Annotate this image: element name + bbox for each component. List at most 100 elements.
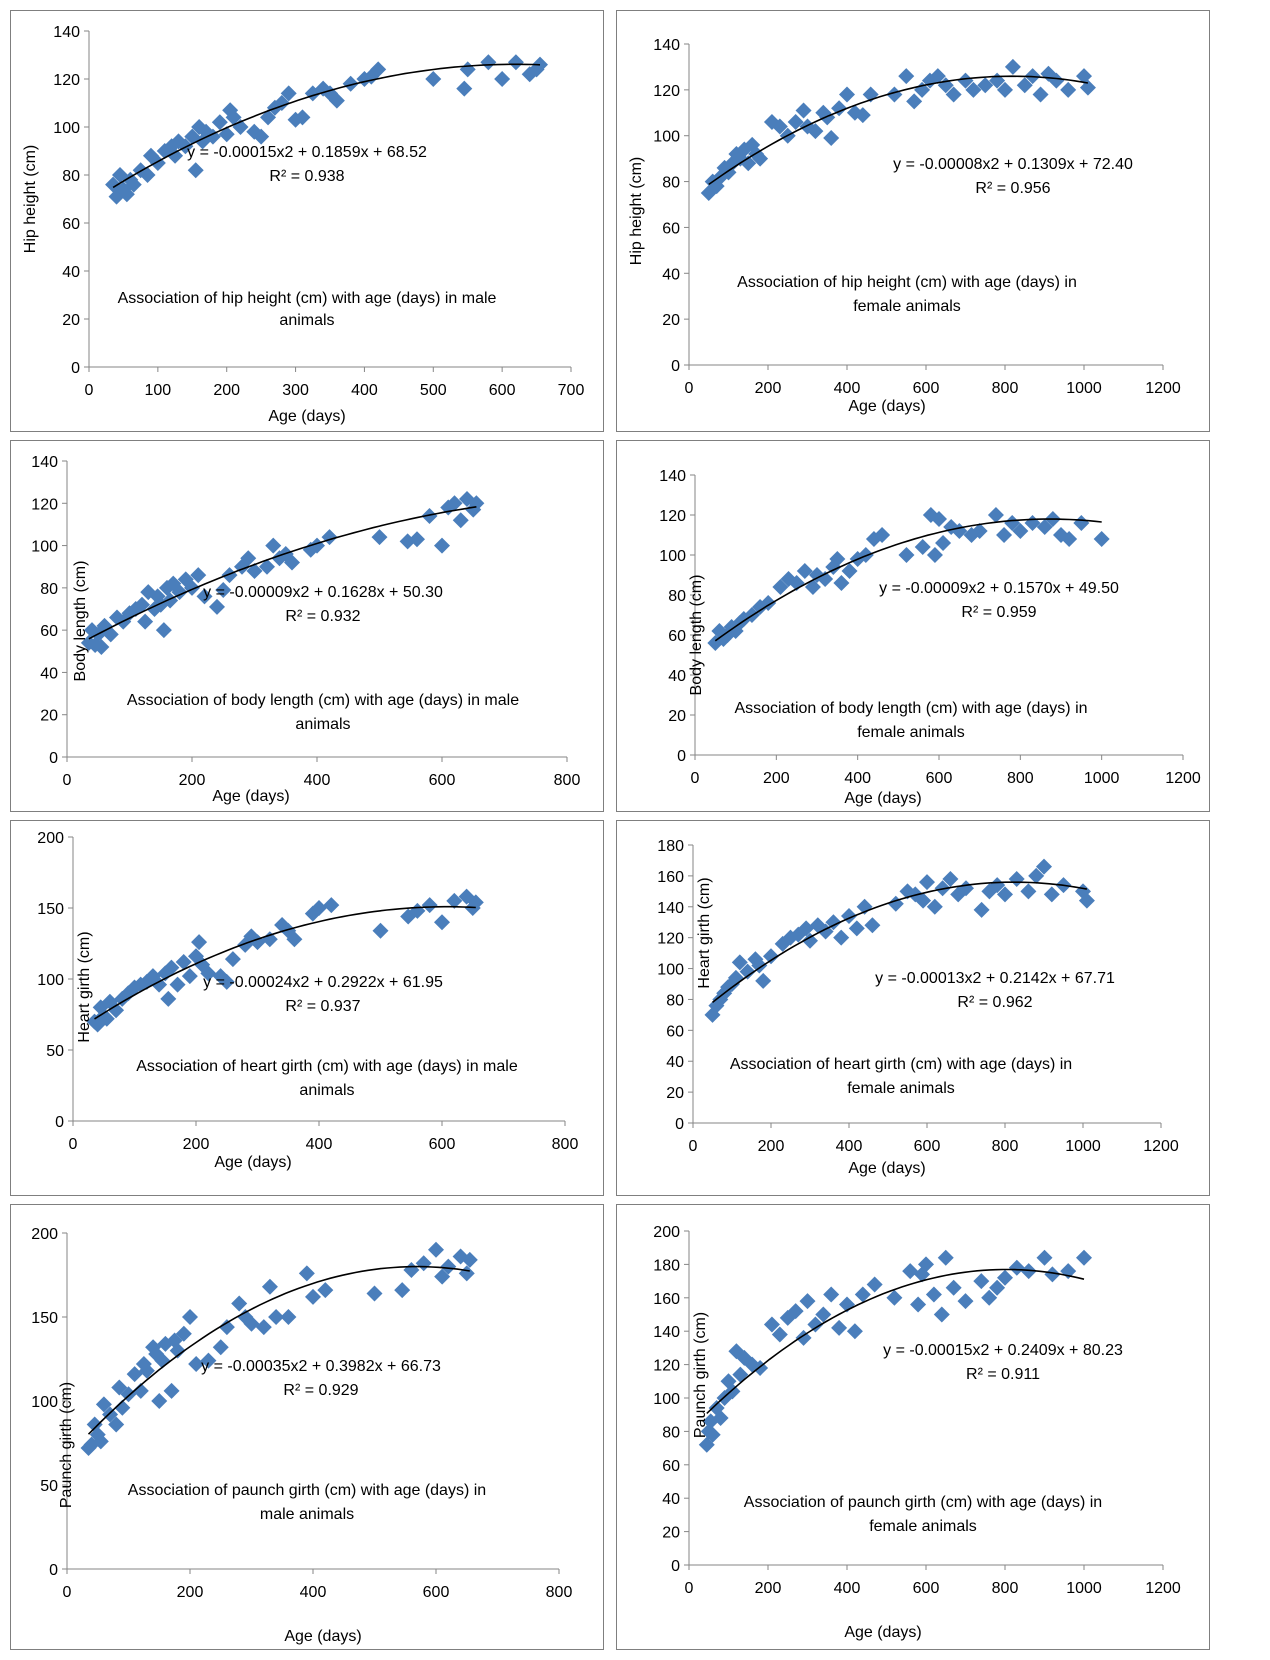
y-tick-label: 0 <box>71 360 80 377</box>
data-point <box>798 920 815 937</box>
data-point <box>458 1265 475 1282</box>
data-point <box>1076 1249 1092 1266</box>
x-tick-label: 400 <box>834 1580 861 1597</box>
y-tick-label: 140 <box>657 900 684 917</box>
y-tick-label: 160 <box>657 869 684 886</box>
x-tick-label: 600 <box>423 1584 450 1601</box>
y-tick-label: 120 <box>653 1358 680 1375</box>
chart-marks <box>80 491 485 656</box>
data-point <box>200 965 217 982</box>
y-tick-label: 100 <box>31 539 58 556</box>
y-ticks: 0 20 40 60 80 100 120 140 <box>31 454 67 767</box>
chart-title-line-2: female animals <box>847 1080 955 1097</box>
data-point <box>981 1289 998 1306</box>
data-point <box>215 581 232 598</box>
data-point <box>507 54 524 71</box>
chart-panel: 0 200 400 600 800 0 50 100 150 200 y = -0.00024x… <box>10 820 604 1196</box>
trendline <box>94 905 476 1020</box>
data-point <box>1060 81 1077 98</box>
data-point <box>831 1319 848 1336</box>
chart-title-line-1: Association of hip height (cm) with age … <box>118 290 497 307</box>
data-point <box>321 529 338 546</box>
data-point <box>795 102 812 119</box>
y-tick-label: 40 <box>40 665 58 682</box>
data-point <box>309 537 325 554</box>
data-point <box>191 934 208 951</box>
y-ticks: 0 20 40 60 80 100 120 140 <box>653 37 689 375</box>
data-point <box>111 1379 128 1396</box>
data-point <box>224 951 241 968</box>
data-point <box>728 1343 745 1360</box>
y-axis-title: Body length (cm) <box>688 575 705 696</box>
data-point <box>807 123 824 140</box>
trendline-equation: y = -0.00015x2 + 0.2409x + 80.23 <box>883 1342 1123 1359</box>
data-point <box>255 1319 272 1336</box>
chart-panel: 0 200 400 600 800 0 20 40 60 80 100 120 140 y = -0.… <box>10 440 604 812</box>
data-point <box>92 1433 109 1450</box>
data-point <box>95 1396 112 1413</box>
data-point <box>280 1309 297 1325</box>
data-point <box>906 93 923 110</box>
data-point <box>831 100 848 117</box>
data-point <box>715 631 732 647</box>
y-tick-label: 200 <box>653 1224 680 1241</box>
y-tick-label: 120 <box>53 72 80 89</box>
trendline-equation: y = -0.00024x2 + 0.2922x + 61.95 <box>203 974 443 991</box>
data-point <box>440 1258 457 1275</box>
y-tick-label: 200 <box>31 1226 58 1243</box>
data-point <box>163 1382 180 1399</box>
data-point <box>184 579 200 596</box>
x-tick-label: 400 <box>300 1584 327 1601</box>
y-axis-title: Heart girth (cm) <box>696 877 713 988</box>
data-point <box>459 61 476 78</box>
data-point <box>848 920 865 937</box>
data-point <box>799 1293 816 1310</box>
y-tick-label: 140 <box>31 454 58 471</box>
data-point <box>989 1279 1006 1296</box>
data-point <box>200 1352 217 1369</box>
y-tick-label: 120 <box>659 508 686 525</box>
data-point <box>744 136 761 153</box>
chart-canvas: 0 200 400 600 800 1000 1200 0 20 40 60 80 100 120 140… <box>659 468 1201 807</box>
chart-title-line-1: Association of body length (cm) with age… <box>127 692 519 709</box>
data-point <box>532 56 549 73</box>
y-tick-label: 120 <box>31 496 58 513</box>
data-point <box>304 905 321 922</box>
x-tick-label: 300 <box>282 382 309 399</box>
data-point <box>931 511 947 527</box>
x-tick-label: 400 <box>836 1138 863 1155</box>
x-tick-label: 600 <box>914 1138 941 1155</box>
y-axis-title: Body length (cm) <box>72 561 89 682</box>
data-point <box>175 953 192 970</box>
data-point <box>937 1249 954 1266</box>
data-point <box>461 1251 478 1268</box>
y-tick-label: 140 <box>659 468 686 485</box>
data-point <box>841 563 858 579</box>
x-ticks: 0 200 400 600 800 <box>63 757 580 789</box>
data-point <box>1004 515 1021 531</box>
chart-marks <box>80 1241 478 1457</box>
data-point <box>802 932 818 949</box>
data-point <box>951 523 968 539</box>
data-point <box>175 1325 192 1342</box>
y-tick-label: 140 <box>53 24 80 41</box>
data-point <box>919 874 935 891</box>
chart-title-line-1: Association of paunch girth (cm) with ag… <box>744 1494 1102 1511</box>
data-point <box>751 957 768 974</box>
data-point <box>711 623 728 639</box>
data-point <box>394 1282 411 1299</box>
trendline-equation: y = -0.00008x2 + 0.1309x + 72.40 <box>893 156 1133 173</box>
y-axis-title: Hip height (cm) <box>628 157 645 265</box>
data-point <box>403 1261 420 1278</box>
data-point <box>221 567 238 584</box>
data-point <box>887 895 904 912</box>
data-point <box>188 1356 205 1373</box>
x-tick-label: 600 <box>489 382 516 399</box>
x-axis-title: Age (days) <box>844 1624 921 1641</box>
data-point <box>328 92 345 109</box>
data-point <box>162 592 179 609</box>
x-tick-label: 200 <box>179 772 206 789</box>
data-point <box>98 1010 115 1027</box>
r-squared-label: R² = 0.956 <box>975 180 1050 197</box>
data-point <box>237 936 254 953</box>
